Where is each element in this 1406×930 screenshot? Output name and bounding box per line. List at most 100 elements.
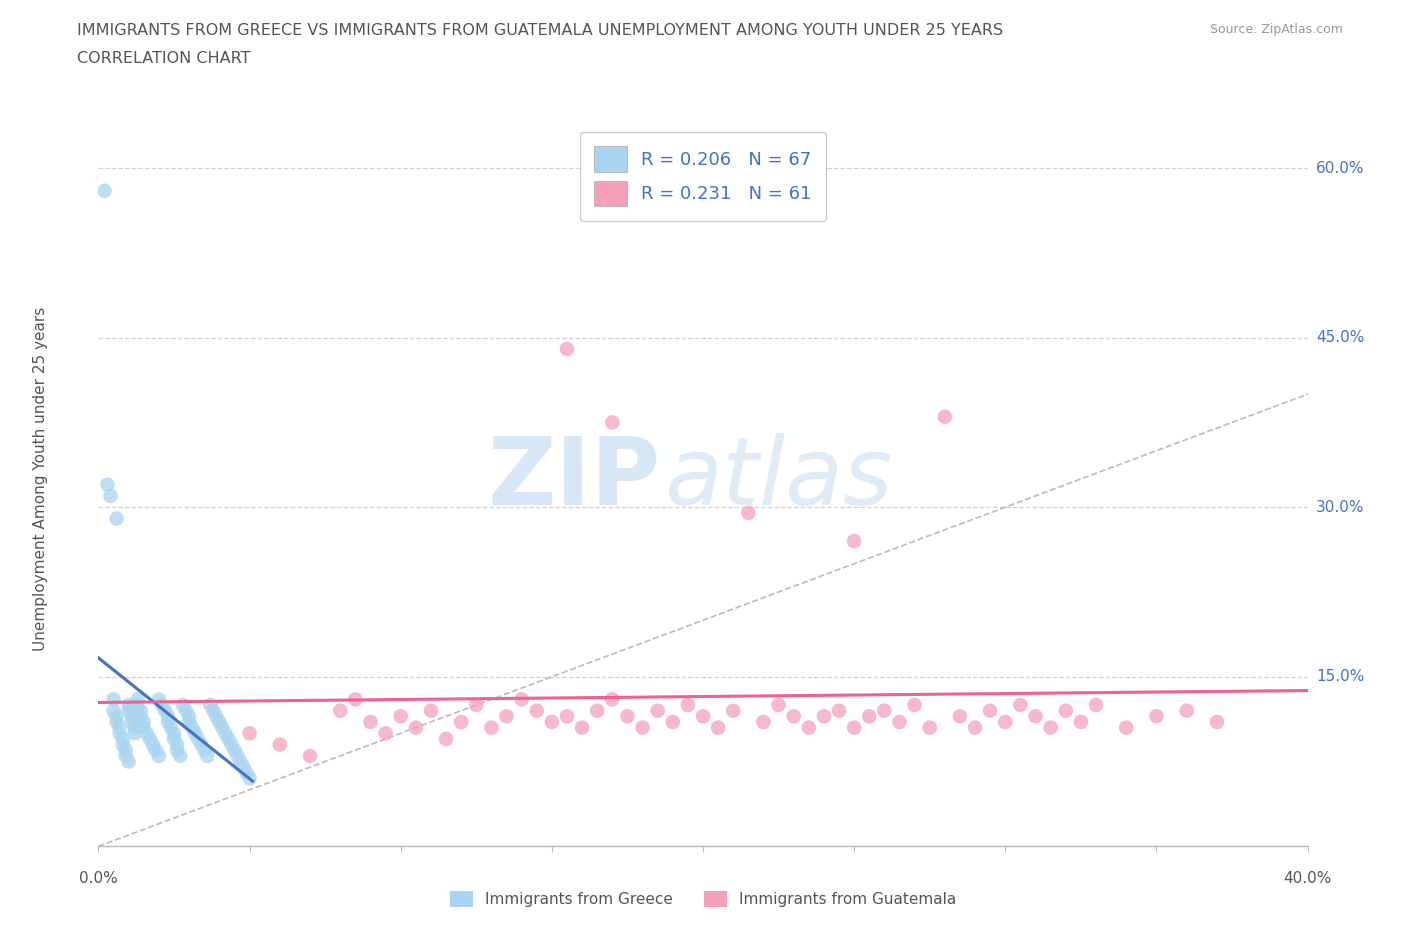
Point [148,692,170,707]
Point [96,477,118,492]
Point [193,743,215,758]
Point [904,698,927,712]
Point [114,749,136,764]
Point [111,737,134,752]
Point [631,720,654,735]
Point [934,409,956,424]
Point [239,771,262,786]
Point [166,737,188,752]
Point [405,720,427,735]
Point [153,703,176,718]
Point [156,714,179,729]
Point [661,714,683,729]
Point [844,534,866,549]
Point [299,749,322,764]
Text: Unemployment Among Youth under 25 years: Unemployment Among Youth under 25 years [32,307,48,651]
Text: IMMIGRANTS FROM GREECE VS IMMIGRANTS FROM GUATEMALA UNEMPLOYMENT AMONG YOUTH UND: IMMIGRANTS FROM GREECE VS IMMIGRANTS FRO… [77,23,1004,38]
Point [450,714,472,729]
Point [181,720,204,735]
Point [374,725,396,740]
Point [103,692,125,707]
Point [124,725,146,740]
Point [1054,703,1077,718]
Text: 45.0%: 45.0% [1316,330,1364,345]
Point [179,714,201,729]
Point [1070,714,1092,729]
Point [118,698,141,712]
Point [184,725,207,740]
Point [114,743,136,758]
Point [166,743,188,758]
Point [160,720,183,735]
Point [105,512,128,526]
Point [360,714,382,729]
Point [752,714,775,729]
Point [163,732,186,747]
Point [118,703,141,718]
Point [205,709,228,724]
Point [226,749,249,764]
Point [737,505,759,520]
Point [127,698,149,712]
Point [813,709,835,724]
Legend: R = 0.206   N = 67, R = 0.231   N = 61: R = 0.206 N = 67, R = 0.231 N = 61 [579,132,827,220]
Text: 30.0%: 30.0% [1316,499,1364,514]
Point [344,692,367,707]
Point [979,703,1001,718]
Point [169,749,191,764]
Point [949,709,972,724]
Point [481,720,503,735]
Point [994,714,1017,729]
Point [783,709,806,724]
Point [163,725,186,740]
Point [602,692,624,707]
Point [172,698,194,712]
Point [229,754,252,769]
Text: 0.0%: 0.0% [79,871,118,886]
Point [139,732,162,747]
Point [918,720,941,735]
Point [889,714,911,729]
Point [121,714,143,729]
Text: atlas: atlas [664,433,893,525]
Point [105,709,128,724]
Point [602,415,624,430]
Point [858,709,880,724]
Point [118,754,141,769]
Text: ZIP: ZIP [488,433,661,525]
Point [420,703,443,718]
Point [148,749,170,764]
Point [132,720,155,735]
Point [540,714,562,729]
Point [676,698,699,712]
Point [768,698,790,712]
Point [1039,720,1062,735]
Point [1024,709,1046,724]
Point [434,732,457,747]
Point [174,703,197,718]
Point [202,703,225,718]
Point [195,749,218,764]
Point [124,720,146,735]
Point [1144,709,1167,724]
Point [190,737,212,752]
Point [105,714,128,729]
Point [1206,714,1229,729]
Point [239,725,262,740]
Point [797,720,820,735]
Point [111,732,134,747]
Point [828,703,851,718]
Point [586,703,609,718]
Point [555,709,578,724]
Point [187,732,209,747]
Point [269,737,291,752]
Point [121,709,143,724]
Point [965,720,987,735]
Point [389,709,412,724]
Point [707,720,730,735]
Point [200,698,222,712]
Text: CORRELATION CHART: CORRELATION CHART [77,51,250,66]
Point [100,488,122,503]
Point [465,698,488,712]
Point [224,743,246,758]
